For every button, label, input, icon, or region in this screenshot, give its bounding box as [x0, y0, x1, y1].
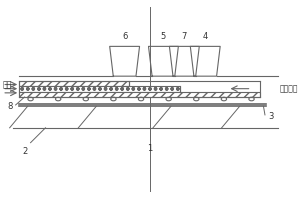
Text: 8: 8 — [7, 102, 12, 111]
Bar — [19, 86, 180, 92]
Text: 5: 5 — [161, 32, 166, 41]
Text: 烟气: 烟气 — [2, 81, 11, 90]
Bar — [19, 92, 260, 97]
Text: 3: 3 — [268, 112, 273, 121]
Text: 7: 7 — [182, 32, 187, 41]
Text: 2: 2 — [22, 147, 27, 156]
Bar — [19, 81, 129, 86]
Text: 1: 1 — [147, 144, 153, 153]
Text: 4: 4 — [202, 32, 208, 41]
Text: 6: 6 — [122, 32, 127, 41]
Text: 进料方向: 进料方向 — [279, 84, 298, 93]
